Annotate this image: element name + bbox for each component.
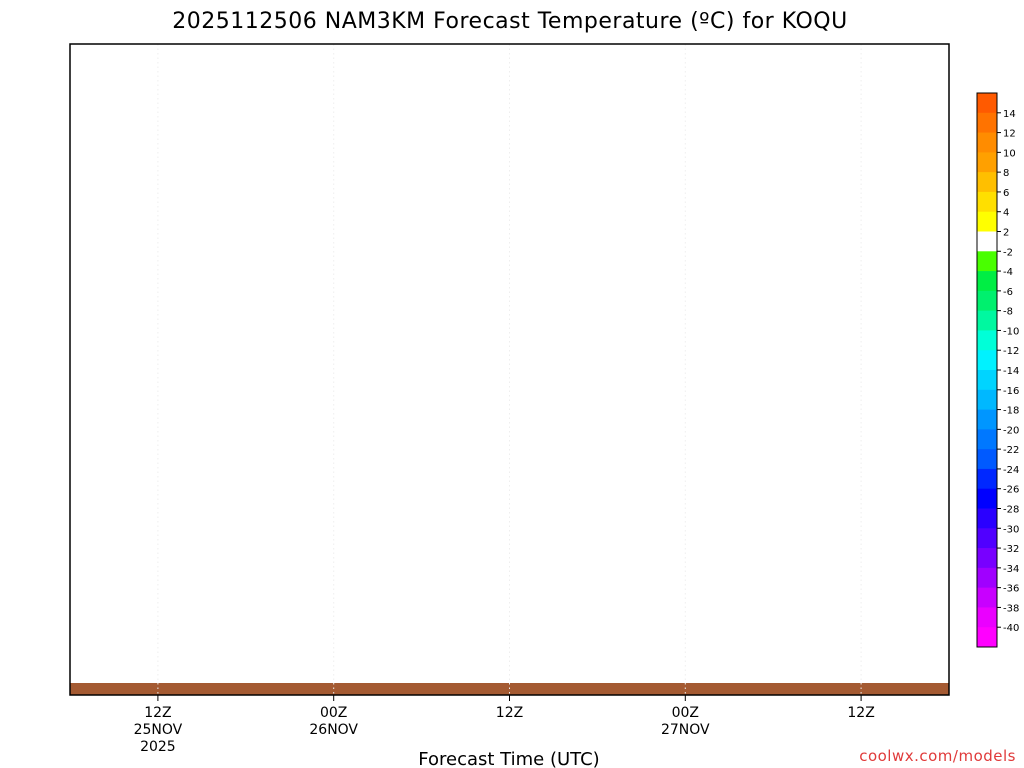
- plot-area: -58-54-54-50-50-50-46-46-46-42-42-42-38-…: [70, 44, 949, 695]
- chart-title: 2025112506 NAM3KM Forecast Temperature (…: [172, 9, 847, 34]
